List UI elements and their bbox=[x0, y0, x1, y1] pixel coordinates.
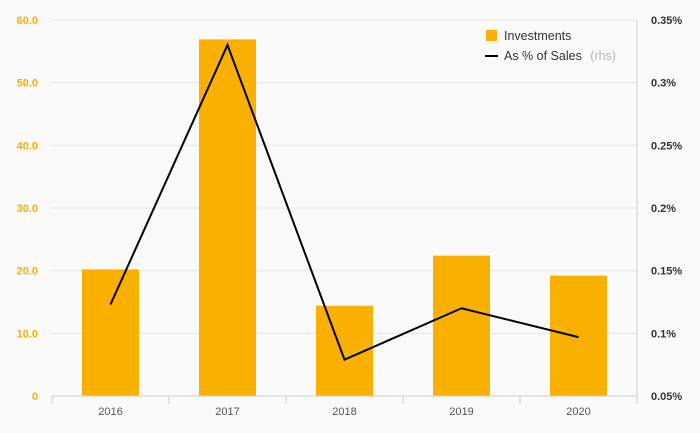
left-tick-label: 50.0 bbox=[17, 78, 38, 90]
x-tick-label: 2019 bbox=[449, 406, 473, 418]
x-tick-label: 2018 bbox=[332, 406, 356, 418]
bar-investments-2020 bbox=[550, 275, 607, 396]
x-tick-label: 2017 bbox=[215, 406, 239, 418]
legend-label-sales-pct-text: As % of Sales bbox=[504, 49, 582, 63]
left-axis-tick-labels: 0 10.0 20.0 30.0 40.0 50.0 60.0 bbox=[17, 15, 38, 403]
right-tick-label: 0.25% bbox=[651, 140, 682, 152]
right-tick-label: 0.3% bbox=[651, 78, 676, 90]
line-series bbox=[109, 42, 579, 361]
right-tick-label: 0.05% bbox=[651, 391, 682, 403]
legend: Investments As % of Sales (rhs) bbox=[485, 29, 616, 64]
legend-label-investments: Investments bbox=[504, 29, 571, 43]
bar-investments-2017 bbox=[199, 39, 256, 396]
left-tick-label: 40.0 bbox=[17, 140, 38, 152]
left-tick-label: 20.0 bbox=[17, 266, 38, 278]
left-tick-label: 60.0 bbox=[17, 15, 38, 27]
bar-investments-2019 bbox=[433, 255, 490, 396]
bar-series bbox=[82, 39, 607, 396]
x-tick-label: 2020 bbox=[566, 406, 590, 418]
axes bbox=[51, 20, 638, 404]
gridlines bbox=[52, 19, 637, 334]
right-tick-label: 0.15% bbox=[651, 266, 682, 278]
x-tick-label: 2016 bbox=[98, 406, 122, 418]
right-tick-label: 0.35% bbox=[651, 15, 682, 27]
bar-investments-2016 bbox=[82, 269, 139, 396]
right-axis-tick-labels: 0.05% 0.1% 0.15% 0.2% 0.25% 0.3% 0.35% bbox=[651, 15, 682, 403]
left-tick-label: 0 bbox=[32, 391, 38, 403]
right-tick-label: 0.1% bbox=[651, 328, 676, 340]
x-axis-tick-labels: 2016 2017 2018 2019 2020 bbox=[98, 406, 590, 418]
legend-swatch-investments bbox=[486, 30, 497, 41]
legend-label-sales-pct-note: (rhs) bbox=[590, 49, 616, 63]
left-tick-label: 30.0 bbox=[17, 203, 38, 215]
right-tick-label: 0.2% bbox=[651, 203, 676, 215]
left-tick-label: 10.0 bbox=[17, 328, 38, 340]
legend-label-sales-pct: As % of Sales (rhs) bbox=[504, 47, 616, 64]
